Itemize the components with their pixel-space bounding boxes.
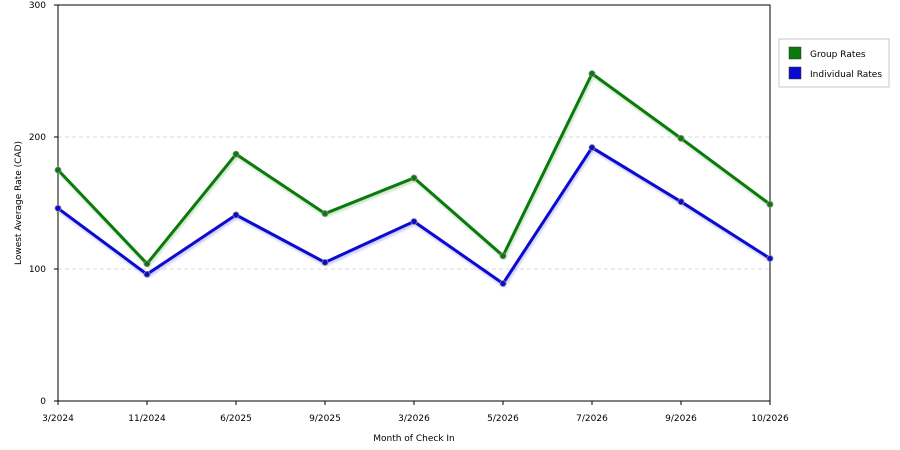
x-tick-label: 3/2026 bbox=[398, 414, 430, 424]
data-point bbox=[677, 134, 685, 142]
series-line-shadow bbox=[56, 71, 771, 266]
data-point bbox=[143, 260, 151, 268]
data-point bbox=[54, 204, 62, 212]
legend: Group Rates Individual Rates bbox=[778, 38, 890, 88]
data-point bbox=[766, 200, 774, 208]
x-tick-label: 7/2026 bbox=[576, 414, 608, 424]
series bbox=[54, 70, 774, 287]
grid-lines bbox=[58, 136, 770, 270]
y-axis-ticks: 0 100 200 300 bbox=[29, 1, 58, 407]
data-point bbox=[410, 174, 418, 182]
series-line bbox=[57, 146, 771, 286]
legend-swatch-individual bbox=[788, 66, 802, 80]
x-tick-label: 9/2025 bbox=[309, 414, 341, 424]
x-axis-title: Month of Check In bbox=[373, 434, 455, 444]
data-point bbox=[588, 70, 596, 78]
y-tick-label: 200 bbox=[29, 133, 46, 143]
x-tick-label: 5/2026 bbox=[487, 414, 519, 424]
x-tick-label: 11/2024 bbox=[128, 414, 166, 424]
legend-label-individual: Individual Rates bbox=[810, 70, 882, 80]
data-point bbox=[766, 255, 774, 262]
data-point bbox=[588, 144, 596, 151]
x-tick-label: 3/2024 bbox=[42, 414, 74, 424]
x-tick-label: 10/2026 bbox=[751, 414, 789, 424]
axes bbox=[57, 4, 771, 402]
data-point bbox=[232, 211, 240, 219]
y-tick-label: 100 bbox=[29, 265, 46, 275]
series-0 bbox=[54, 70, 774, 268]
x-axis-ticks: 3/2024 11/2024 6/2025 9/2025 3/2026 5/2026 7/2… bbox=[42, 401, 789, 424]
y-tick-label: 0 bbox=[40, 397, 46, 407]
data-point bbox=[54, 166, 62, 174]
legend-label-group: Group Rates bbox=[810, 50, 866, 60]
data-point bbox=[410, 218, 418, 225]
x-tick-label: 6/2025 bbox=[220, 414, 252, 424]
data-point bbox=[499, 252, 507, 260]
legend-swatch-group bbox=[788, 46, 802, 60]
y-tick-label: 300 bbox=[29, 1, 46, 11]
series-1 bbox=[54, 144, 774, 287]
data-point bbox=[321, 210, 329, 217]
plot-frame bbox=[57, 4, 771, 402]
series-line bbox=[56, 72, 771, 266]
data-point bbox=[499, 280, 507, 287]
data-point bbox=[232, 150, 240, 158]
data-point bbox=[321, 258, 329, 266]
data-point bbox=[143, 270, 151, 278]
y-axis-title: Lowest Average Rate (CAD) bbox=[14, 141, 24, 265]
data-point bbox=[677, 198, 685, 206]
x-tick-label: 9/2026 bbox=[665, 414, 697, 424]
